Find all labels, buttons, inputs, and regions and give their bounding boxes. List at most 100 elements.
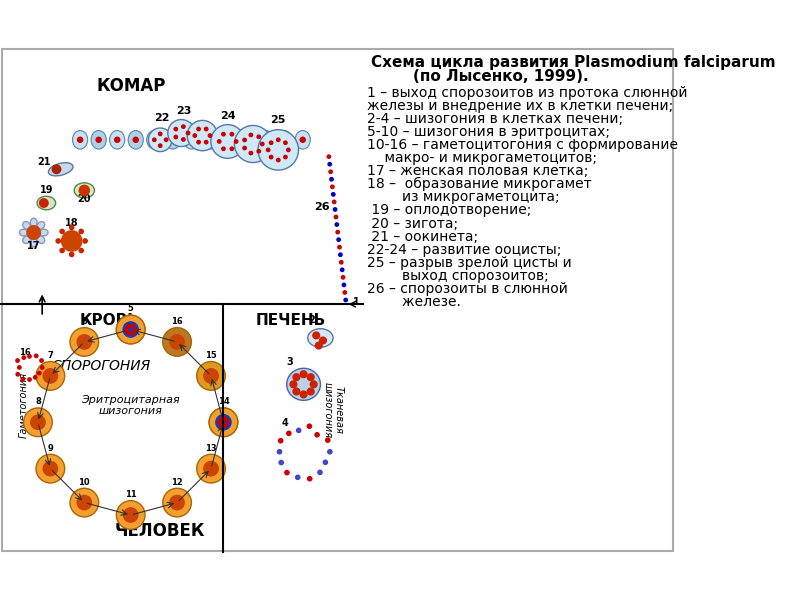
Circle shape (60, 248, 64, 253)
Text: 16: 16 (19, 348, 31, 357)
Circle shape (257, 135, 261, 139)
Text: 18: 18 (65, 218, 78, 228)
Circle shape (70, 226, 74, 230)
Circle shape (338, 253, 342, 256)
Circle shape (284, 155, 287, 159)
Ellipse shape (74, 183, 94, 198)
Ellipse shape (221, 131, 236, 149)
Circle shape (226, 421, 230, 424)
Circle shape (224, 417, 227, 421)
Text: 17: 17 (27, 241, 41, 251)
Circle shape (222, 147, 225, 151)
Circle shape (243, 138, 246, 142)
Circle shape (186, 131, 190, 135)
Circle shape (123, 322, 138, 337)
Circle shape (211, 125, 245, 158)
Ellipse shape (73, 131, 88, 149)
Circle shape (134, 137, 138, 142)
Text: 12: 12 (171, 478, 183, 487)
Text: 22-24 – развитие ооцисты;: 22-24 – развитие ооцисты; (367, 242, 561, 257)
Text: 14: 14 (218, 397, 230, 406)
Circle shape (230, 147, 234, 151)
Text: 26: 26 (314, 202, 330, 212)
Circle shape (70, 253, 74, 257)
Circle shape (315, 342, 322, 349)
Circle shape (116, 315, 145, 344)
Ellipse shape (308, 329, 333, 347)
Circle shape (36, 454, 65, 483)
Circle shape (315, 433, 319, 437)
Circle shape (270, 155, 273, 159)
Circle shape (296, 475, 300, 479)
Circle shape (174, 127, 178, 131)
Circle shape (18, 366, 21, 369)
Text: КРОВЬ: КРОВЬ (80, 313, 139, 328)
Text: железе.: железе. (367, 295, 461, 309)
Circle shape (326, 438, 330, 442)
Circle shape (290, 381, 297, 388)
Circle shape (52, 165, 61, 173)
Circle shape (77, 335, 91, 349)
Circle shape (62, 231, 82, 251)
Circle shape (197, 140, 200, 144)
Ellipse shape (37, 221, 45, 229)
Text: 10-16 – гаметоцитогония с формирование: 10-16 – гаметоцитогония с формирование (367, 138, 678, 152)
Circle shape (330, 178, 334, 181)
Circle shape (168, 119, 194, 146)
Text: 4: 4 (282, 418, 288, 428)
Circle shape (79, 229, 83, 233)
Circle shape (127, 331, 130, 335)
Circle shape (277, 138, 280, 142)
Text: 13: 13 (206, 443, 217, 452)
Text: 21: 21 (37, 157, 50, 167)
Circle shape (293, 374, 300, 380)
Text: 7: 7 (47, 351, 54, 360)
Circle shape (209, 408, 238, 437)
Circle shape (34, 354, 38, 358)
Circle shape (333, 200, 336, 203)
Text: выход спорозоитов;: выход спорозоитов; (367, 269, 549, 283)
Circle shape (278, 439, 282, 443)
Circle shape (218, 140, 221, 143)
Ellipse shape (258, 131, 274, 149)
Text: 19: 19 (40, 185, 53, 195)
Circle shape (170, 335, 184, 349)
Circle shape (261, 142, 264, 146)
Circle shape (330, 185, 334, 188)
Circle shape (307, 374, 314, 380)
Circle shape (189, 137, 194, 142)
Circle shape (158, 144, 162, 148)
Circle shape (307, 388, 314, 395)
Circle shape (204, 461, 218, 476)
Text: 25: 25 (270, 115, 286, 125)
Circle shape (258, 130, 298, 170)
Circle shape (116, 315, 145, 344)
Text: 26 – спорозоиты в слюнной: 26 – спорозоиты в слюнной (367, 282, 568, 296)
Text: 1 – выход спорозоитов из протока слюнной: 1 – выход спорозоитов из протока слюнной (367, 86, 687, 100)
Circle shape (220, 417, 223, 421)
Circle shape (335, 223, 338, 226)
Ellipse shape (30, 218, 37, 227)
Circle shape (40, 359, 43, 362)
Circle shape (125, 328, 128, 331)
Circle shape (43, 461, 58, 476)
Circle shape (204, 369, 218, 383)
Ellipse shape (295, 131, 310, 149)
Circle shape (38, 371, 41, 375)
Text: Схема цикла развития Plasmodium falciparum: Схема цикла развития Plasmodium falcipar… (371, 55, 776, 70)
Text: 5-10 – шизогония в эритроцитах;: 5-10 – шизогония в эритроцитах; (367, 125, 610, 139)
Text: 21 – оокинета;: 21 – оокинета; (367, 230, 478, 244)
Circle shape (174, 136, 178, 139)
Circle shape (266, 148, 270, 152)
Circle shape (36, 362, 65, 390)
Text: 9: 9 (47, 443, 54, 452)
Text: Гаметогония: Гаметогония (18, 373, 29, 439)
Circle shape (22, 356, 26, 359)
Text: СПОРОГОНИЯ: СПОРОГОНИЯ (51, 359, 151, 373)
Circle shape (234, 125, 271, 163)
Circle shape (114, 137, 120, 142)
Circle shape (342, 275, 345, 279)
Text: 10: 10 (78, 478, 90, 487)
Circle shape (123, 508, 138, 522)
Circle shape (339, 260, 343, 264)
